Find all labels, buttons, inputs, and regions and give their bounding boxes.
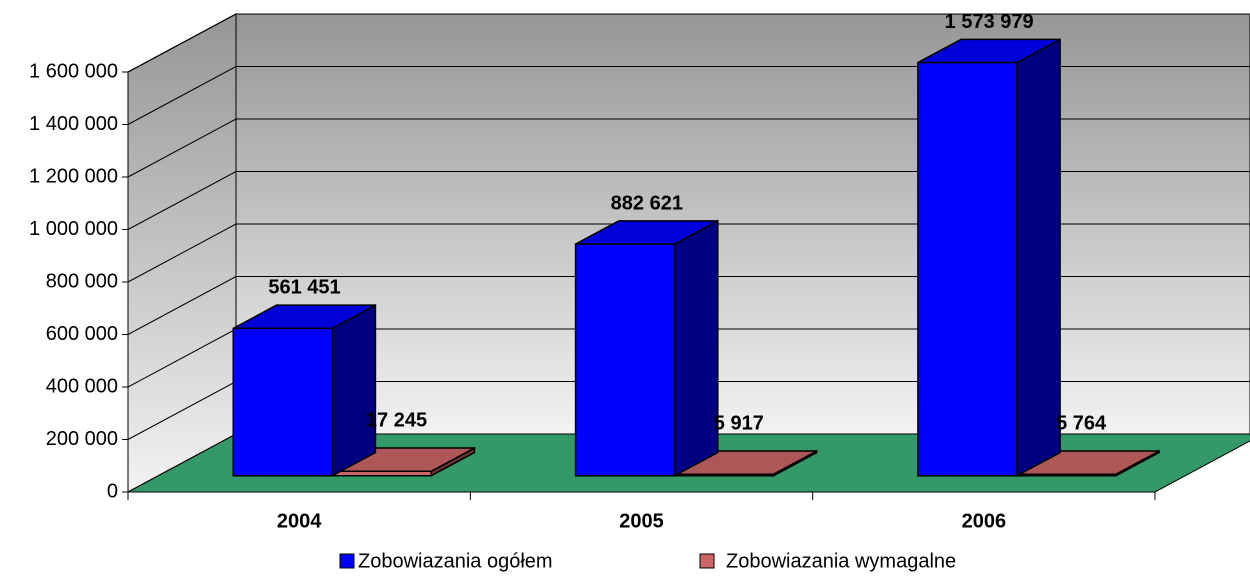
data-label: 1 573 979	[945, 11, 1034, 33]
bar	[331, 470, 432, 477]
bar	[232, 327, 333, 477]
bar	[1016, 473, 1117, 477]
data-label: 17 245	[366, 410, 427, 432]
legend-swatch	[699, 553, 715, 569]
data-label: 5 764	[1056, 413, 1107, 435]
y-tick-label: 200 000	[46, 428, 118, 450]
y-tick-label: 0	[107, 480, 118, 502]
data-label: 5 917	[714, 412, 764, 434]
y-tick-label: 400 000	[46, 375, 118, 397]
bar	[673, 473, 775, 477]
data-label: 882 621	[611, 192, 683, 214]
legend-swatch	[339, 553, 355, 569]
grid-line	[127, 13, 1250, 73]
grid-line	[127, 276, 1250, 335]
y-tick-label: 1 600 000	[29, 60, 118, 82]
data-label: 561 451	[268, 277, 340, 299]
legend-label: Zobowiazania ogółem	[358, 550, 553, 572]
x-tick-label: 2004	[277, 510, 322, 532]
grid-line	[127, 171, 1250, 230]
y-tick-label: 600 000	[46, 323, 118, 345]
bar-side	[331, 303, 377, 478]
y-tick-label: 1 000 000	[29, 218, 118, 240]
legend-label: Zobowiazania wymagalne	[726, 550, 956, 572]
y-tick-label: 1 200 000	[29, 165, 118, 187]
x-tick-label: 2005	[619, 510, 664, 532]
bar	[917, 61, 1018, 477]
grid-line	[127, 223, 1250, 283]
bar-side	[1016, 38, 1061, 478]
grid-line	[127, 66, 1250, 125]
y-tick-label: 800 000	[46, 270, 118, 292]
bar-side	[673, 219, 719, 478]
bar	[574, 243, 676, 477]
x-tick-label: 2006	[962, 510, 1007, 532]
y-tick-label: 1 400 000	[29, 113, 118, 135]
plot: 0 200 000 400 000 600 000 800 000 1 000 000 1 …	[29, 11, 1250, 572]
grid-line	[127, 118, 1250, 178]
